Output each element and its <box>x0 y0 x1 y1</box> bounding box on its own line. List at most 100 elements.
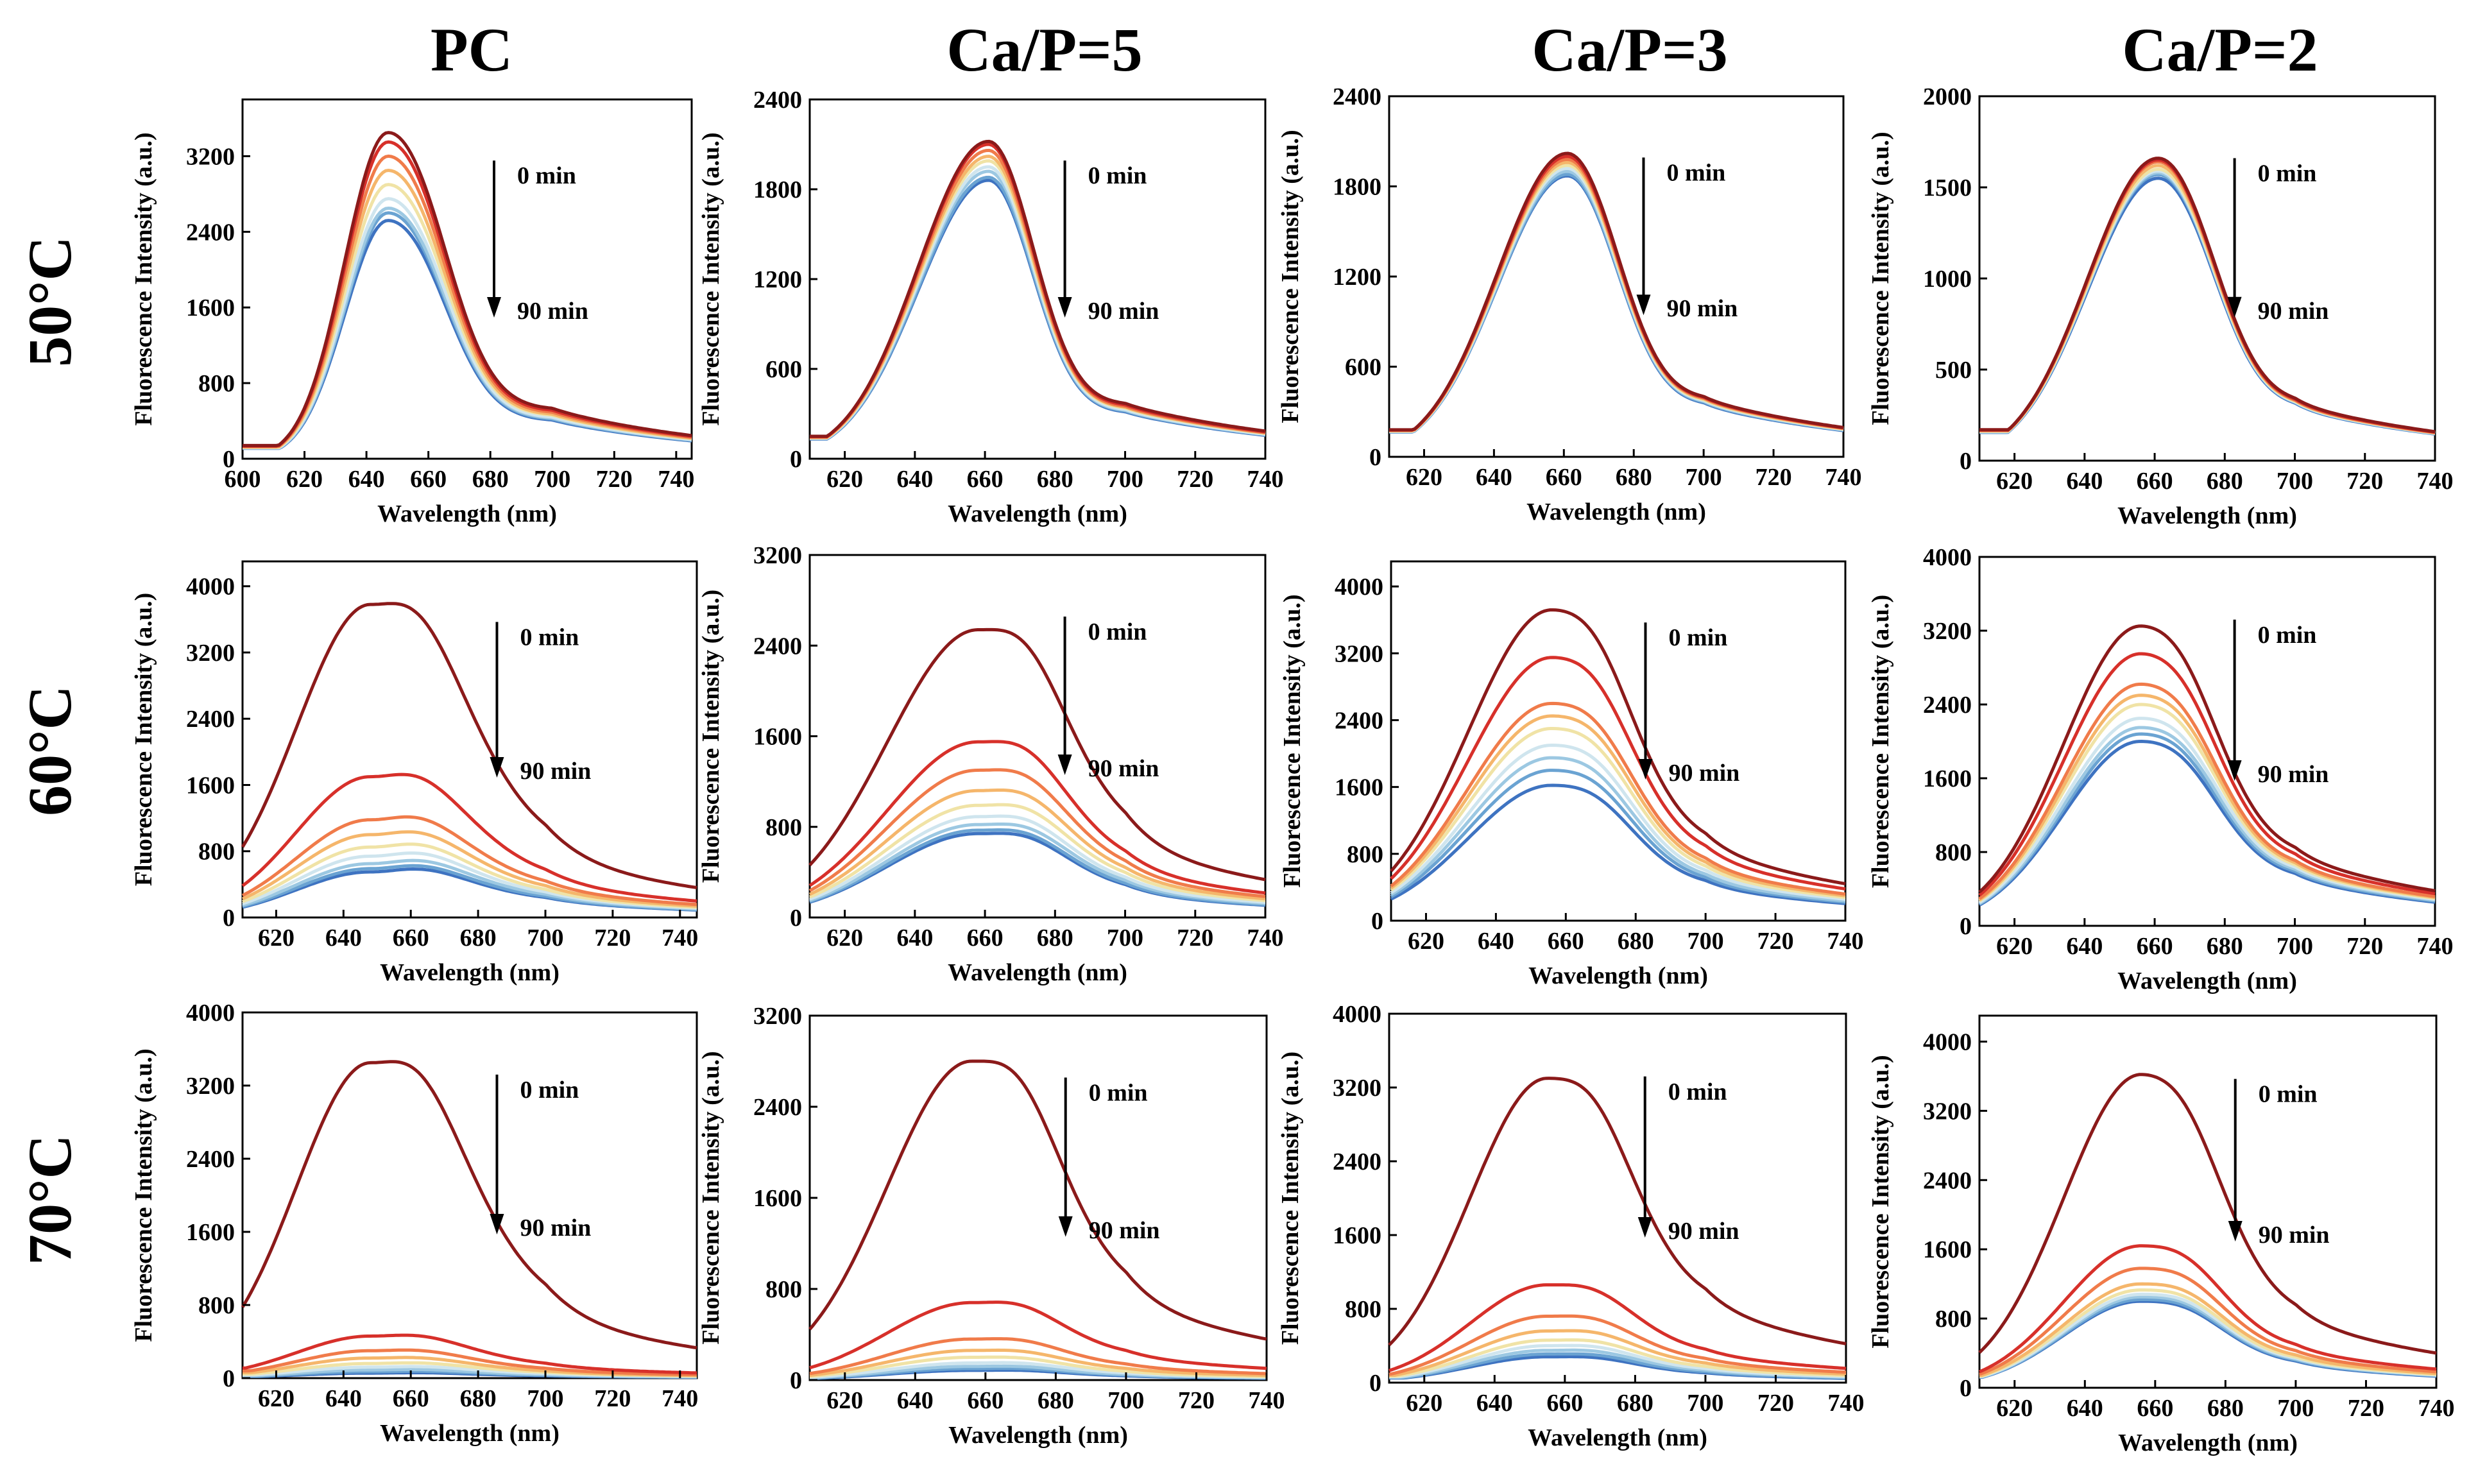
plot-frame <box>241 1011 698 1379</box>
series-line-8 <box>1390 783 1846 905</box>
series-line-7 <box>1979 173 2436 436</box>
y-axis-label: Fluorescence Intensity (a.u.) <box>1867 595 1894 888</box>
x-tick-label: 640 <box>896 466 933 493</box>
x-tick-label: 700 <box>1107 466 1143 493</box>
series-line-4 <box>1389 164 1844 433</box>
annotation-start-time: 0 min <box>2258 160 2317 187</box>
x-tick-label: 740 <box>1249 1387 1285 1414</box>
y-tick-label: 1600 <box>1923 1236 1972 1263</box>
y-tick-label: 1600 <box>186 772 235 799</box>
x-axis-label: Wavelength (nm) <box>2117 968 2297 994</box>
y-tick-label: 3200 <box>753 542 802 569</box>
y-axis-label: Fluorescence Intensity (a.u.) <box>1279 594 1306 887</box>
y-tick-label: 1600 <box>753 1185 802 1212</box>
y-tick-label: 1600 <box>753 724 802 751</box>
x-tick-label: 620 <box>258 925 295 951</box>
plot-frame <box>241 560 698 919</box>
x-tick-label: 680 <box>2207 933 2243 960</box>
y-tick-label: 2400 <box>753 633 802 660</box>
x-tick-label: 660 <box>967 466 1004 493</box>
plot-frame <box>1388 95 1845 458</box>
x-tick-label: 680 <box>460 925 497 951</box>
y-tick-label: 1800 <box>753 176 802 203</box>
y-tick-label: 800 <box>1347 841 1383 868</box>
panel-r3c4: 620 640 660 680 700 720 740 0 800 1600 2400 3200 400… <box>1867 1014 2455 1456</box>
column-title-pc: PC <box>431 15 513 84</box>
series-line-1 <box>1389 1283 1847 1372</box>
y-tick-label: 2400 <box>1335 707 1383 734</box>
x-tick-label: 660 <box>1548 928 1584 955</box>
annotation-end-time: 90 min <box>520 1215 591 1241</box>
y-tick-label: 2400 <box>1923 1167 1972 1194</box>
x-tick-label: 640 <box>1476 464 1512 491</box>
x-axis-label: Wavelength (nm) <box>948 959 1127 986</box>
plot-frame <box>1388 1012 1847 1384</box>
x-tick-label: 700 <box>527 925 564 951</box>
series-line-2 <box>1979 160 2436 434</box>
y-tick-label: 0 <box>223 446 235 473</box>
x-tick-label: 680 <box>1617 1390 1653 1417</box>
time-arrow-head <box>1058 1216 1073 1237</box>
series-line-3 <box>1389 160 1844 432</box>
x-tick-label: 720 <box>2346 933 2383 960</box>
x-tick-label: 740 <box>1247 466 1284 493</box>
y-tick-label: 3200 <box>1335 640 1383 667</box>
x-tick-label: 680 <box>1616 464 1652 491</box>
y-tick-label: 800 <box>765 814 802 841</box>
series-line-2 <box>1979 1267 2437 1376</box>
y-tick-label: 0 <box>223 1365 235 1392</box>
y-tick-label: 1800 <box>1333 174 1381 201</box>
plot-frame <box>808 1014 1268 1381</box>
panel-r1c1: 600 620 640 660 680 700 720 740 0 800 1600 2400 3200… <box>130 98 694 527</box>
x-axis-label: Wavelength (nm) <box>2118 1429 2298 1456</box>
series-line-1 <box>1389 155 1844 432</box>
panel-r1c2: 620 640 660 680 700 720 740 0 600 1200 1800 2400 Wav… <box>697 87 1284 527</box>
x-tick-label: 720 <box>1177 466 1213 493</box>
annotation-start-time: 0 min <box>2258 622 2317 649</box>
series-line-0 <box>1978 624 2436 894</box>
x-tick-label: 700 <box>527 1385 564 1412</box>
x-tick-label: 740 <box>662 925 698 951</box>
series-line-7 <box>809 828 1266 907</box>
x-tick-label: 640 <box>1476 1390 1513 1417</box>
y-axis-label: Fluorescence Intensity (a.u.) <box>1867 1055 1894 1348</box>
y-tick-label: 3200 <box>186 143 235 170</box>
y-tick-label: 0 <box>1960 1375 1972 1402</box>
series-line-5 <box>1389 166 1844 433</box>
y-tick-label: 800 <box>198 370 235 397</box>
time-arrow-head <box>1637 1217 1652 1238</box>
x-axis-label: Wavelength (nm) <box>1528 1424 1707 1451</box>
x-axis-label: Wavelength (nm) <box>380 959 560 986</box>
x-tick-label: 720 <box>1178 1387 1215 1414</box>
time-arrow-head <box>490 757 504 778</box>
time-arrow-head <box>1057 755 1072 775</box>
x-tick-label: 620 <box>1996 933 2033 960</box>
series-line-5 <box>1390 743 1846 901</box>
x-tick-label: 660 <box>1546 464 1582 491</box>
x-tick-label: 700 <box>534 466 570 493</box>
plot-frame <box>1978 1014 2438 1389</box>
x-tick-label: 620 <box>826 1387 863 1414</box>
series-line-3 <box>243 168 692 449</box>
annotation-start-time: 0 min <box>520 624 579 651</box>
annotation-end-time: 90 min <box>520 758 591 785</box>
series-line-0 <box>1390 608 1846 885</box>
x-tick-label: 720 <box>1757 1390 1794 1417</box>
time-arrow-head <box>2227 296 2242 318</box>
annotation-end-time: 90 min <box>2258 761 2329 788</box>
x-tick-label: 740 <box>658 466 694 493</box>
x-tick-label: 680 <box>2207 468 2243 495</box>
y-tick-label: 2400 <box>186 706 235 733</box>
x-tick-label: 700 <box>2277 1395 2314 1422</box>
x-tick-label: 660 <box>2137 1395 2173 1422</box>
annotation-start-time: 0 min <box>1668 1079 1727 1105</box>
series-line-0 <box>1978 1073 2437 1355</box>
x-tick-label: 700 <box>1688 928 1724 955</box>
x-tick-label: 660 <box>2137 933 2173 960</box>
series-line-1 <box>243 1333 697 1375</box>
series-line-0 <box>241 1060 697 1350</box>
series-line-7 <box>1390 769 1846 904</box>
panel-r1c3: 620 640 660 680 700 720 740 0 600 1200 1800 2400 Wav… <box>1277 83 1862 525</box>
x-tick-label: 720 <box>594 1385 631 1412</box>
panel-r3c2: 620 640 660 680 700 720 740 0 800 1600 2400 3200 Wav… <box>697 1003 1285 1449</box>
